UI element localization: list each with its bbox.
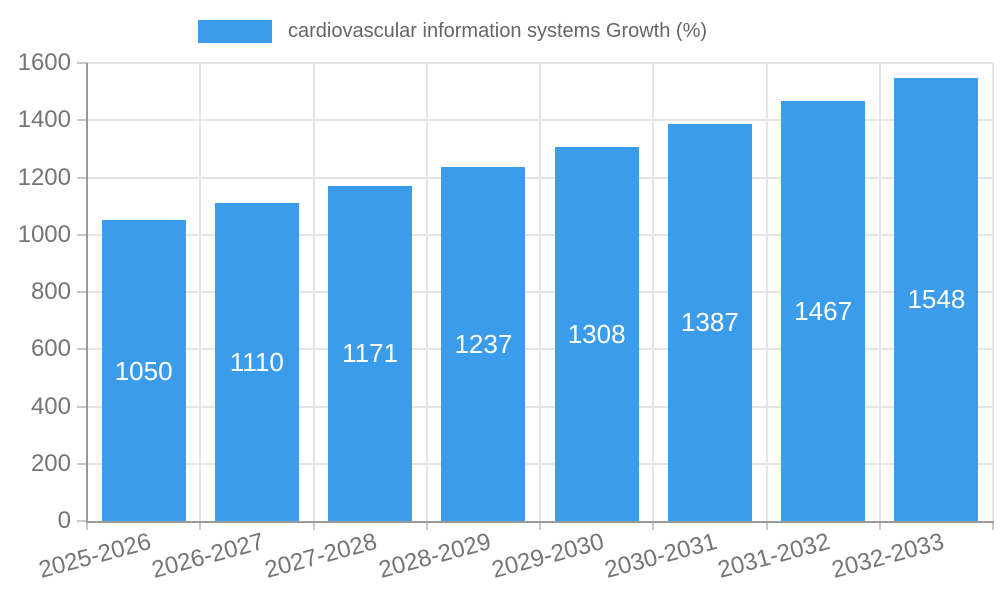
y-axis-label: 0 bbox=[57, 507, 71, 534]
v-gridline bbox=[992, 63, 994, 521]
x-axis-category-label: 2032-2033 bbox=[828, 528, 947, 584]
legend-label: cardiovascular information systems Growt… bbox=[288, 20, 708, 42]
x-axis-tick bbox=[652, 521, 655, 530]
v-gridline bbox=[878, 63, 881, 521]
bar: 1308 bbox=[554, 146, 639, 521]
x-axis-category-label: 2031-2032 bbox=[715, 528, 834, 584]
x-axis-category-label: 2027-2028 bbox=[262, 528, 381, 584]
bar-value-label: 1110 bbox=[229, 347, 284, 378]
bar-value-label: 1548 bbox=[907, 284, 966, 315]
y-axis-label: 1200 bbox=[17, 163, 71, 191]
x-axis-tick bbox=[992, 521, 994, 530]
x-axis-category-label: 2030-2031 bbox=[602, 528, 720, 584]
legend-swatch bbox=[198, 19, 272, 43]
bar-value-label: 1387 bbox=[680, 307, 739, 338]
v-gridline bbox=[765, 63, 768, 521]
bar-value-label: 1171 bbox=[342, 338, 399, 369]
y-axis-label: 800 bbox=[30, 278, 71, 305]
x-axis-tick bbox=[199, 521, 202, 530]
bar: 1387 bbox=[667, 123, 752, 521]
v-gridline bbox=[312, 63, 315, 521]
x-axis-line bbox=[86, 521, 994, 523]
y-axis-label: 400 bbox=[30, 392, 71, 420]
y-axis-tick bbox=[77, 348, 87, 351]
x-axis-tick bbox=[312, 521, 315, 530]
x-axis-category-label: 2026-2027 bbox=[149, 528, 267, 584]
bar: 1237 bbox=[441, 166, 526, 521]
bar: 1548 bbox=[894, 77, 979, 521]
y-axis-label: 200 bbox=[30, 449, 71, 477]
v-gridline bbox=[425, 63, 428, 521]
bar-value-label: 1237 bbox=[454, 328, 513, 359]
x-axis-category-label: 2028-2029 bbox=[375, 528, 494, 584]
y-axis-tick bbox=[77, 462, 87, 465]
x-axis-tick bbox=[86, 521, 88, 530]
v-gridline bbox=[539, 63, 541, 521]
y-axis-label: 1600 bbox=[17, 49, 71, 76]
y-axis-tick bbox=[77, 520, 87, 522]
y-axis-tick bbox=[77, 233, 87, 236]
bar: 1171 bbox=[328, 185, 413, 521]
chart-legend: cardiovascular information systems Growt… bbox=[198, 19, 707, 43]
x-axis-tick bbox=[878, 521, 881, 530]
bar: 1110 bbox=[214, 203, 299, 521]
y-axis-tick bbox=[77, 62, 87, 64]
y-axis-label: 600 bbox=[30, 335, 71, 363]
y-axis-tick bbox=[77, 405, 87, 408]
x-axis-category-label: 2025-2026 bbox=[35, 528, 154, 584]
y-axis-label: 1400 bbox=[17, 106, 71, 134]
x-axis-category-label: 2029-2030 bbox=[488, 528, 607, 584]
y-axis-tick bbox=[77, 119, 87, 122]
bar: 1467 bbox=[781, 101, 866, 521]
v-gridline bbox=[652, 63, 655, 521]
x-axis-tick bbox=[425, 521, 428, 530]
y-axis-label: 1000 bbox=[17, 220, 71, 248]
y-axis-line bbox=[86, 63, 88, 523]
bar: 1050 bbox=[101, 220, 186, 521]
x-axis-tick bbox=[539, 521, 541, 530]
y-axis-tick bbox=[77, 176, 87, 179]
bar-value-label: 1050 bbox=[114, 355, 173, 386]
x-axis-tick bbox=[765, 521, 768, 530]
bar-value-label: 1308 bbox=[567, 318, 626, 349]
bar-value-label: 1467 bbox=[794, 296, 853, 327]
v-gridline bbox=[199, 63, 202, 521]
y-axis-tick bbox=[77, 291, 87, 293]
